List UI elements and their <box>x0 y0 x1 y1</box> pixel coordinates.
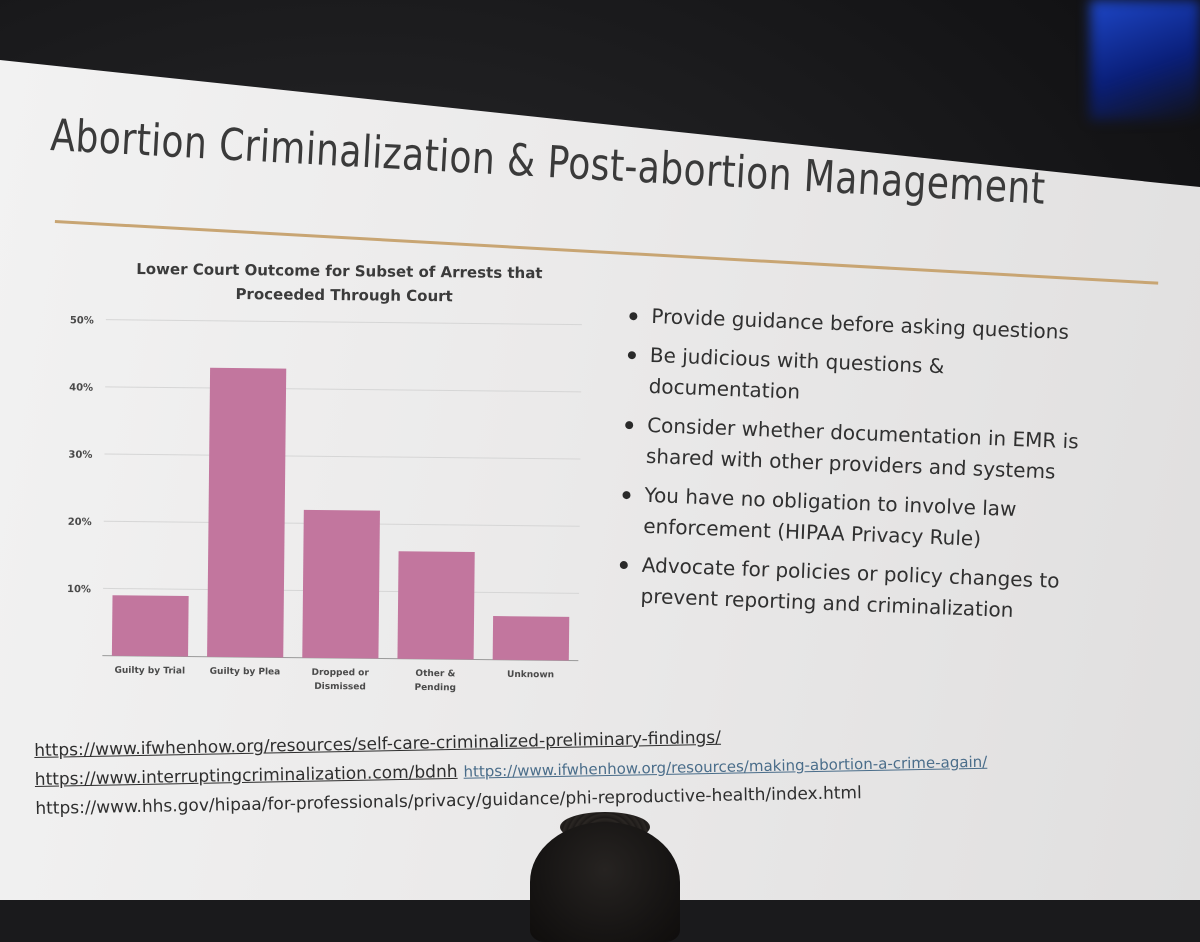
bullet-item: You have no obligation to involve law en… <box>619 479 1075 558</box>
y-tick-label: 10% <box>67 584 91 595</box>
bar <box>302 509 380 659</box>
bar <box>207 367 287 658</box>
chart-title-line-1: Lower Court Outcome for Subset of Arrest… <box>136 260 542 282</box>
gridline <box>104 453 581 460</box>
chart-title-line-2: Proceeded Through Court <box>235 285 452 305</box>
bar-series <box>111 367 570 661</box>
x-category-label: Guilty by Trial <box>114 666 185 677</box>
gridline <box>105 386 582 393</box>
reference-link[interactable]: https://www.interruptingcriminalization.… <box>34 761 458 790</box>
bullet-item: Consider whether documentation in EMR is… <box>621 409 1147 491</box>
audience-head <box>530 822 680 942</box>
bar <box>492 616 570 661</box>
y-tick-label: 40% <box>69 382 93 393</box>
x-category-label: Unknown <box>507 670 554 680</box>
projected-slide: Abortion Criminalization & Post-abortion… <box>0 0 1200 900</box>
x-category-label: Other &Pending <box>414 669 456 693</box>
bar <box>397 551 475 660</box>
bullet-item: Be judicious with questions & documentat… <box>624 339 995 415</box>
bar <box>111 595 189 657</box>
x-category-label: Guilty by Plea <box>210 667 281 678</box>
y-tick-label: 30% <box>68 450 92 461</box>
bar-chart: 10%20%30%40%50% Guilty by Trial Guilty by… <box>67 260 582 694</box>
bullet-list: Provide guidance before asking questions… <box>616 300 1188 632</box>
gridline <box>105 319 582 326</box>
stage-light <box>1090 0 1200 120</box>
x-axis-categories: Guilty by Trial Guilty by Plea Dropped orD… <box>114 666 554 694</box>
reference-link[interactable]: https://www.ifwhenhow.org/resources/maki… <box>463 752 988 781</box>
y-axis-ticks: 10% 20% 30% 40% 50% <box>67 315 94 595</box>
y-tick-label: 50% <box>70 315 94 326</box>
x-category-label: Dropped orDismissed <box>311 668 369 693</box>
y-tick-label: 20% <box>68 517 92 528</box>
